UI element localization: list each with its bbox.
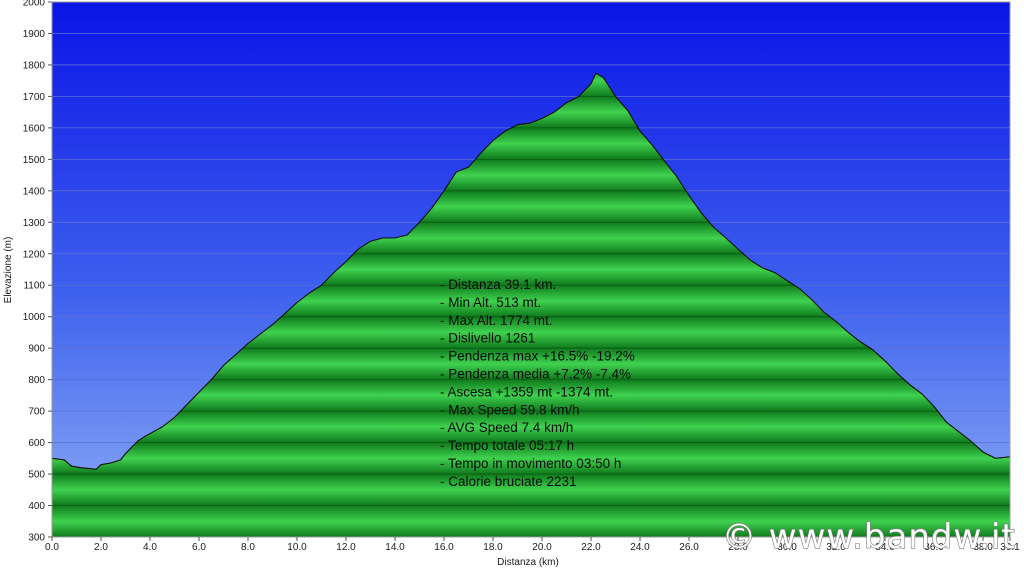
x-tick-label: 36.0 bbox=[924, 542, 944, 553]
y-tick-label: 1600 bbox=[23, 123, 46, 134]
y-tick-label: 1000 bbox=[23, 312, 46, 323]
elevation-band bbox=[52, 474, 1010, 506]
y-tick-label: 800 bbox=[28, 375, 45, 386]
x-tick-label: 2.0 bbox=[94, 542, 108, 553]
stats-line: - Min Alt. 513 mt. bbox=[440, 295, 541, 310]
stats-line: - Tempo in movimento 03:50 h bbox=[440, 456, 621, 471]
y-tick-label: 2000 bbox=[23, 0, 46, 9]
x-tick-label: 6.0 bbox=[192, 542, 206, 553]
x-tick-label: 0.0 bbox=[45, 542, 59, 553]
stats-line: - Calorie bruciate 2231 bbox=[440, 474, 577, 489]
x-tick-label: 14.0 bbox=[385, 542, 405, 553]
y-tick-label: 400 bbox=[28, 501, 45, 512]
y-tick-label: 700 bbox=[28, 407, 45, 418]
y-tick-label: 300 bbox=[28, 533, 45, 544]
x-tick-label: 10.0 bbox=[287, 542, 307, 553]
y-axis-ticks: 300 400 500 600 700 800 900 1000 1100 1200 1300 140… bbox=[23, 0, 52, 544]
plot-frame bbox=[51, 1, 1011, 538]
y-tick-label: 1400 bbox=[23, 186, 46, 197]
y-tick-label: 900 bbox=[28, 344, 45, 355]
elevation-band bbox=[52, 442, 1010, 475]
y-tick-label: 600 bbox=[28, 438, 45, 449]
x-axis-title: Distanza (km) bbox=[497, 557, 559, 568]
x-tick-label: 39.1 bbox=[1000, 542, 1020, 553]
stats-line: - Distanza 39.1 km. bbox=[440, 277, 556, 292]
stats-line: - Tempo totale 05:17 h bbox=[440, 438, 574, 453]
stats-line: - AVG Speed 7.4 km/h bbox=[440, 420, 573, 435]
x-tick-label: 8.0 bbox=[241, 542, 255, 553]
x-tick-label: 34.0 bbox=[875, 542, 895, 553]
x-tick-label: 28.0 bbox=[728, 542, 748, 553]
x-tick-label: 16.0 bbox=[434, 542, 454, 553]
elevation-band bbox=[52, 379, 1010, 412]
elevation-band bbox=[52, 411, 1010, 443]
y-tick-label: 1200 bbox=[23, 249, 46, 260]
stats-line: - Ascesa +1359 mt -1374 mt. bbox=[440, 384, 613, 399]
stats-line: - Pendenza media +7.2% -7.4% bbox=[440, 367, 631, 382]
stats-line: - Max Speed 59.8 km/h bbox=[440, 402, 580, 417]
y-tick-label: 1100 bbox=[23, 281, 45, 292]
x-tick-label: 20.0 bbox=[532, 542, 552, 553]
y-tick-label: 500 bbox=[28, 470, 45, 481]
x-tick-label: 4.0 bbox=[143, 542, 157, 553]
y-tick-label: 1800 bbox=[23, 60, 46, 71]
x-tick-label: 30.0 bbox=[777, 542, 797, 553]
y-tick-label: 1300 bbox=[23, 218, 46, 229]
y-axis-title: Elevazione (m) bbox=[3, 237, 14, 304]
x-tick-label: 24.0 bbox=[630, 542, 650, 553]
x-axis-ticks: 0.0 2.0 4.0 6.0 8.0 10.0 12.0 14.0 16.0 18.0 20.0 2… bbox=[45, 537, 1020, 553]
stats-line: - Dislivello 1261 bbox=[440, 331, 535, 346]
y-tick-label: 1500 bbox=[23, 155, 46, 166]
stats-line: - Pendenza max +16.5% -19.2% bbox=[440, 349, 635, 364]
elevation-band bbox=[52, 505, 1010, 537]
x-tick-label: 12.0 bbox=[336, 542, 356, 553]
x-tick-label: 38.0 bbox=[973, 542, 993, 553]
x-tick-label: 18.0 bbox=[483, 542, 503, 553]
route-statistics: - Distanza 39.1 km. - Min Alt. 513 mt. - M… bbox=[440, 277, 635, 489]
stats-line: - Max Alt. 1774 mt. bbox=[440, 313, 553, 328]
watermark-text: © www.bandw.it bbox=[722, 517, 1016, 557]
x-tick-label: 32.0 bbox=[826, 542, 846, 553]
x-tick-label: 22.0 bbox=[581, 542, 601, 553]
y-tick-label: 1700 bbox=[23, 92, 46, 103]
x-tick-label: 26.0 bbox=[679, 542, 699, 553]
elevation-profile-line bbox=[52, 72, 1010, 470]
y-tick-label: 1900 bbox=[23, 29, 46, 40]
